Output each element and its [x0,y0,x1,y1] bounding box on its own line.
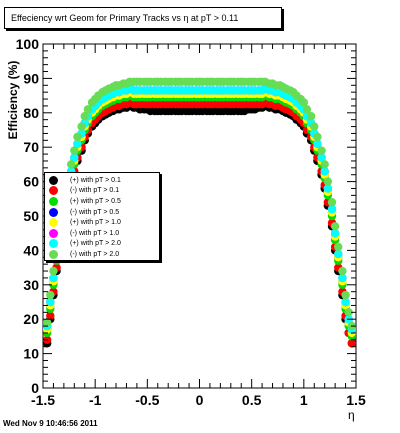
legend: (+) with pT > 0.1 (-) with pT > 0.1 (+) wi… [44,172,160,261]
legend-entry: (+) with pT > 1.0 [49,217,159,228]
legend-label: (-) with pT > 0.5 [70,208,120,216]
data-point [310,122,319,131]
y-tick-label: 10 [23,346,39,362]
data-point [46,297,55,307]
data-point [327,198,337,207]
data-point [83,105,93,114]
data-point [302,105,312,114]
legend-marker-icon [49,228,58,238]
data-point [80,112,89,121]
data-point [306,112,316,121]
data-point [320,167,329,176]
series-6 [42,84,357,334]
y-tick-label: 60 [23,174,39,190]
legend-entry: (-) with pT > 0.1 [49,186,159,197]
data-point [42,318,52,327]
x-tick-label: 0.5 [242,392,262,408]
data-point [317,153,326,162]
y-tick-label: 30 [23,277,39,293]
y-tick-label: 70 [23,139,39,155]
timestamp-footer: Wed Nov 9 10:46:56 2011 [3,419,98,428]
y-tick-label: 100 [16,36,40,52]
data-point [73,132,82,142]
data-point [66,160,76,169]
data-point [299,98,309,107]
x-tick-label: 1 [300,392,308,408]
legend-entry: (+) with pT > 0.5 [49,196,159,207]
data-point [334,242,343,252]
data-point [77,122,86,131]
legend-label: (+) with pT > 0.1 [70,176,121,184]
legend-entry: (+) with pT > 0.1 [49,175,159,186]
y-axis-label-text: Efficiency (%) [6,60,20,140]
legend-marker-icon [49,218,58,228]
legend-entry: (+) with pT > 2.0 [49,239,159,250]
data-point [330,222,340,231]
y-tick-label: 80 [23,105,39,121]
data-point [73,139,82,148]
x-tick-label: 0 [196,392,204,408]
data-point [49,273,58,283]
legend-marker-icon [49,239,58,249]
legend-label: (+) with pT > 0.5 [70,197,121,205]
data-point [347,339,357,348]
x-tick-label: 1.5 [346,392,366,408]
legend-marker-icon [49,175,58,185]
legend-label: (-) with pT > 0.1 [70,187,120,195]
legend-label: (+) with pT > 1.0 [70,219,121,227]
data-point [334,249,343,259]
legend-marker-icon [49,207,58,217]
data-point [46,311,55,320]
data-point [323,177,333,186]
legend-entry: (-) with pT > 0.5 [49,207,159,218]
data-point [338,266,347,276]
chart-title-text: Effeciency wrt Geom for Primary Tracks v… [11,13,239,23]
x-tick-label: -1 [89,392,102,408]
data-point [317,146,326,155]
legend-marker-icon [49,249,58,259]
y-tick-label: 90 [23,70,39,86]
data-point [313,139,322,148]
x-tick-label: -0.5 [135,392,159,408]
data-point [320,160,329,169]
legend-entry: (-) with pT > 2.0 [49,249,159,260]
legend-label: (+) with pT > 2.0 [70,240,121,248]
legend-entry: (-) with pT > 1.0 [49,228,159,239]
data-point [70,146,79,155]
data-point [327,204,337,214]
data-point [49,266,58,276]
x-tick-label: -1.5 [31,392,55,408]
series-7 [42,77,357,331]
data-point [341,290,350,300]
x-axis-label: η [348,408,355,422]
data-point [344,308,353,317]
data-point [70,153,79,162]
legend-label: (-) with pT > 1.0 [70,229,120,237]
y-tick-label: 0 [31,380,39,396]
y-tick-label: 40 [23,242,39,258]
data-point [323,184,333,193]
data-point [330,229,340,238]
chart-title: Effeciency wrt Geom for Primary Tracks v… [4,7,282,29]
data-point [46,290,55,300]
data-point [313,132,322,142]
data-point [341,297,350,307]
legend-label: (-) with pT > 2.0 [70,250,120,258]
legend-marker-icon [49,196,58,206]
y-tick-label: 20 [23,311,39,327]
legend-marker-icon [49,186,58,196]
y-tick-label: 50 [23,208,39,224]
data-point [338,273,347,283]
